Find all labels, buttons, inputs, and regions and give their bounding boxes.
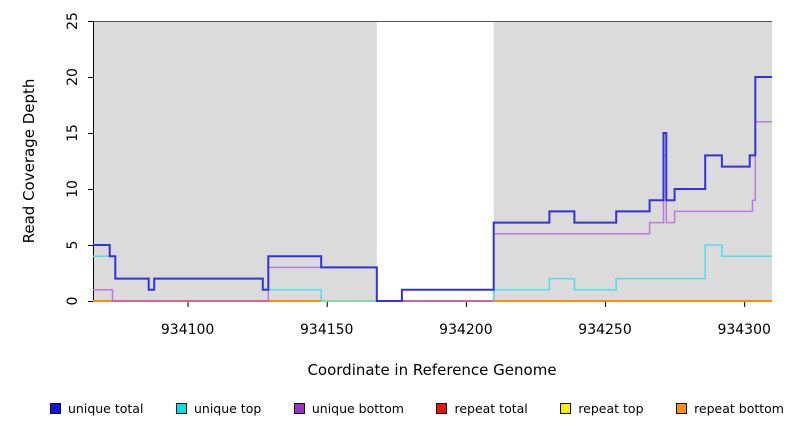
series-unique-total — [93, 76, 772, 302]
plot-background-region — [93, 21, 377, 301]
x-tick-label: 934150 — [300, 322, 354, 338]
legend-label: unique top — [193, 400, 262, 416]
legend-item-unique-top: unique top — [175, 400, 262, 416]
legend-item-unique-bottom: unique bottom — [293, 400, 404, 416]
legend-item-repeat-total: repeat total — [436, 400, 528, 416]
y-tick-label: 0 — [65, 296, 81, 306]
x-tick-label: 934300 — [717, 322, 771, 338]
y-tick-label: 15 — [65, 124, 81, 142]
x-axis-title: Coordinate in Reference Genome — [307, 361, 557, 379]
legend-item-repeat-bottom: repeat bottom — [676, 401, 784, 416]
legend-swatch — [676, 402, 688, 414]
x-tick-label: 934100 — [160, 322, 215, 338]
legend-swatch — [175, 402, 187, 414]
y-tick-label: 10 — [65, 180, 81, 198]
legend-swatch — [50, 402, 61, 414]
legend-label: unique total — [68, 400, 144, 416]
legend-swatch — [560, 402, 572, 414]
legend-label: repeat bottom — [694, 400, 784, 416]
legend-label: unique bottom — [311, 400, 404, 416]
y-tick-label: 5 — [65, 240, 81, 250]
y-axis-title: Read Coverage Depth — [20, 78, 38, 244]
y-tick-label: 20 — [65, 68, 81, 86]
legend-swatch — [436, 402, 448, 414]
y-tick-label: 25 — [65, 12, 81, 30]
legend-swatch — [293, 402, 305, 414]
legend-item-repeat-top: repeat top — [560, 400, 644, 416]
x-tick-label: 934200 — [439, 322, 493, 338]
x-tick-label: 934250 — [578, 322, 632, 338]
plot-background-region — [493, 21, 772, 301]
legend-item-unique-total: unique total — [50, 401, 143, 416]
legend: unique total unique top unique bottom repea… — [50, 398, 784, 418]
legend-label: repeat top — [578, 400, 644, 416]
legend-label: repeat total — [454, 400, 528, 416]
